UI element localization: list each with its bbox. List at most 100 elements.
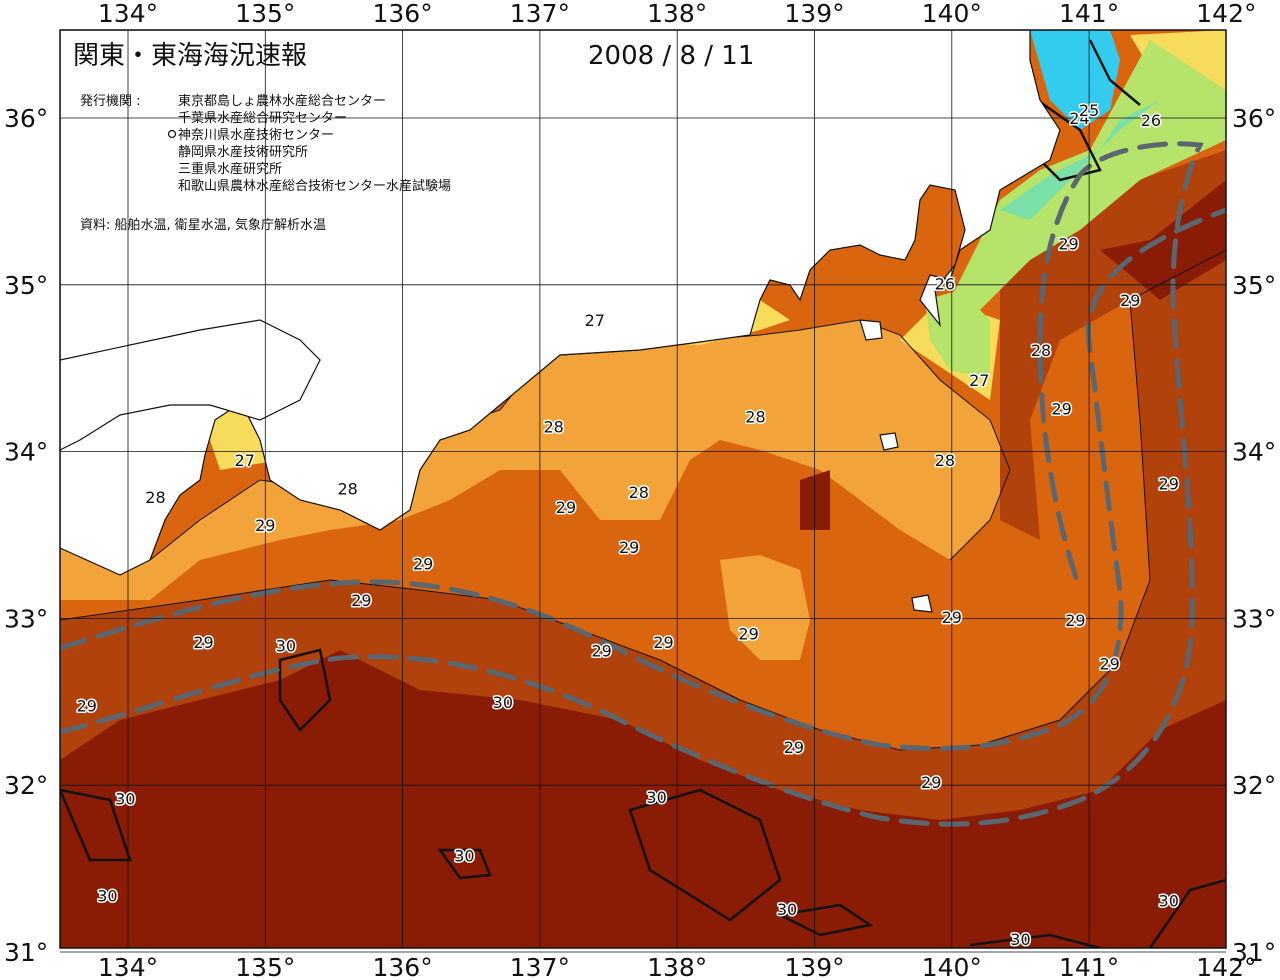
longitude-ticks-bottom: 134° 135° 136° 137° 138° 139° 140° 141° 142°	[98, 953, 1257, 980]
issuer-item: 和歌山県農林水産総合技術センター水産試験場	[178, 178, 451, 194]
latitude-ticks-left: 36° 35° 34° 33° 32° 31°	[4, 104, 48, 967]
sst-band-25-ne	[1000, 100, 1160, 220]
longitude-tick-label: 135°	[235, 953, 295, 980]
isotherm-value-label: 28	[145, 488, 165, 507]
isotherm-value-label: 29	[619, 538, 639, 557]
isotherm-value-label: 27	[585, 311, 605, 330]
isotherm-30	[278, 648, 332, 732]
isotherm-25	[1088, 39, 1141, 106]
longitude-tick-label: 138°	[647, 0, 707, 28]
isotherm-value-label: 28	[935, 451, 955, 470]
sst-band-30	[60, 180, 1226, 948]
isotherm-value-label: 29	[255, 516, 275, 535]
map-date: 2008 / 8 / 11	[588, 41, 754, 71]
isotherm-value-label: 30	[1159, 891, 1179, 910]
sst-band-26-sagami	[925, 290, 990, 380]
miyake-island	[859, 319, 883, 341]
map-title: 関東・東海海況速報	[73, 41, 307, 71]
isotherm-value-label: 29	[413, 555, 433, 574]
isotherm-30	[969, 933, 1101, 948]
isotherm-value-label: 28	[629, 483, 649, 502]
longitude-tick-label: 141°	[1059, 0, 1119, 28]
isotherm-value-label: 30	[1010, 930, 1030, 949]
kuroshio-path-inner	[60, 207, 1226, 751]
isotherm-value-label: 30	[276, 636, 296, 655]
isotherm-value-label: 29	[193, 633, 213, 652]
isotherm-value-label: 29	[784, 738, 804, 757]
longitude-tick-label: 134°	[98, 0, 158, 28]
isotherm-value-label: 30	[493, 693, 513, 712]
isotherm-value-label: 27	[969, 371, 989, 390]
isotherm-value-label: 29	[942, 608, 962, 627]
issuer-item: 神奈川県水産技術センター	[178, 127, 334, 143]
longitude-tick-label: 139°	[784, 953, 844, 980]
longitude-tick-label: 134°	[98, 953, 158, 980]
latitude-tick-label: 32°	[1232, 771, 1276, 800]
isotherm-value-label: 29	[653, 633, 673, 652]
longitude-tick-label: 142°	[1196, 953, 1256, 980]
isotherm-30	[776, 903, 874, 937]
latitude-tick-label: 31°	[4, 938, 48, 967]
data-source: 資料: 船舶水温, 衛星水温, 気象庁解析水温	[80, 217, 326, 233]
hachijojima-island	[911, 594, 933, 613]
issuer-item: 東京都島しょ農林水産総合センター	[178, 93, 386, 109]
longitude-tick-label: 140°	[922, 953, 982, 980]
isotherm-value-label: 29	[1159, 474, 1179, 493]
longitude-ticks-top: 134° 135° 136° 137° 138° 139° 140° 141° 142°	[98, 0, 1257, 28]
sst-band-28	[60, 320, 1010, 600]
isotherm-value-label: 29	[592, 641, 612, 660]
isotherm-value-label: 29	[921, 773, 941, 792]
sst-band-26-ne	[940, 40, 1226, 330]
longitude-tick-label: 141°	[1059, 953, 1119, 980]
longitude-tick-label: 136°	[372, 953, 432, 980]
longitude-tick-label: 137°	[510, 953, 570, 980]
sst-band-28-island	[720, 555, 810, 660]
isotherm-value-label: 30	[646, 788, 666, 807]
latitude-tick-label: 33°	[4, 604, 48, 633]
issuer-item: 千葉県水産総合研究センター	[178, 110, 347, 126]
isotherm-value-label: 29	[351, 591, 371, 610]
kuroshio-current-axis	[60, 141, 1226, 827]
isotherm-value-label: 30	[777, 900, 797, 919]
issuer-item: 静岡県水産技術研究所	[178, 144, 308, 160]
issuer-label: 発行機関 :	[80, 94, 141, 109]
kanagawa-marker-icon	[167, 129, 177, 139]
latitude-tick-label: 34°	[4, 438, 48, 467]
latitude-tick-label: 36°	[1232, 104, 1276, 133]
isotherm-value-label: 30	[97, 886, 117, 905]
isotherm-value-label: 27	[235, 451, 255, 470]
longitude-tick-label: 137°	[510, 0, 570, 28]
latitude-tick-label: 31°	[1232, 938, 1276, 967]
issuer-item: 三重県水産研究所	[178, 161, 282, 177]
isotherm-value-label: 26	[1141, 111, 1161, 130]
isotherm-value-label: 28	[1031, 341, 1051, 360]
temperature-field	[60, 30, 1226, 948]
isotherm-value-label: 26	[935, 274, 955, 293]
kuroshio-path-outer	[60, 141, 1204, 827]
longitude-tick-label: 140°	[922, 0, 982, 28]
latitude-ticks-right: 36° 35° 34° 33° 32° 31°	[1232, 104, 1276, 967]
isotherm-value-label: 24	[1069, 109, 1089, 128]
isotherm-value-label: 29	[1120, 291, 1140, 310]
latitude-tick-label: 34°	[1232, 438, 1276, 467]
longitude-tick-label: 142°	[1196, 0, 1256, 28]
isotherm-30	[60, 788, 132, 862]
latitude-tick-label: 36°	[4, 104, 48, 133]
land-mass	[60, 30, 1061, 613]
isotherm-value-label: 29	[738, 625, 758, 644]
isotherm-value-label: 28	[745, 408, 765, 427]
map-frame	[59, 29, 1227, 949]
isotherm-value-label: 28	[338, 479, 358, 498]
isotherm-value-label: 25	[1079, 101, 1099, 120]
isotherm-30	[437, 848, 492, 880]
lat-lon-grid	[60, 30, 1226, 953]
isotherm-30	[628, 788, 782, 922]
isotherm-value-label: 29	[1100, 655, 1120, 674]
isotherm-value-label: 29	[1051, 399, 1071, 418]
isotherm-value-label: 30	[115, 790, 135, 809]
isotherm-value-label: 29	[77, 696, 97, 715]
isotherm-value-label: 29	[556, 498, 576, 517]
longitude-tick-label: 136°	[372, 0, 432, 28]
longitude-tick-label: 139°	[784, 0, 844, 28]
